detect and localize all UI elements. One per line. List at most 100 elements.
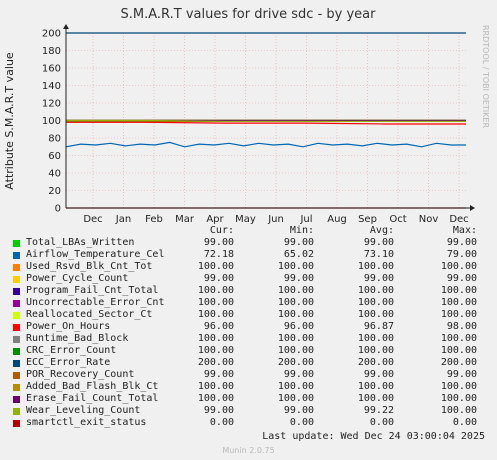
legend-swatch [13, 420, 20, 427]
y-tick-label: 100 [42, 116, 61, 127]
legend-series-name: Wear_Leveling_Count [26, 405, 141, 416]
series-lines [65, 32, 466, 209]
x-tick-label: Dec [83, 214, 102, 225]
legend-cur-value: 200.00 [197, 357, 234, 368]
legend-max-value: 99.00 [446, 369, 477, 380]
legend-avg-value: 73.10 [363, 249, 394, 260]
legend-cur-value: 100.00 [197, 393, 234, 404]
legend-avg-value: 100.00 [357, 393, 394, 404]
legend-min-value: 96.00 [283, 321, 314, 332]
series-line-power-on-hours [66, 121, 466, 125]
plot-frame [63, 24, 475, 211]
legend-avg-value: 100.00 [357, 345, 394, 356]
side-label: RRDTOOL / TOBI OETIKER [481, 25, 490, 128]
legend-series-name: Power_On_Hours [26, 321, 111, 332]
x-axis-arrow [470, 205, 475, 211]
legend-swatch [13, 348, 20, 355]
legend-cur-value: 96.00 [203, 321, 234, 332]
legend-cur-value: 99.00 [203, 273, 234, 284]
legend-swatch [13, 336, 20, 343]
legend-swatch [13, 360, 20, 367]
legend-max-value: 0.00 [452, 417, 477, 428]
legend-row: Airflow_Temperature_Cel 72.18 65.02 73.10 79… [0, 249, 497, 261]
legend-row: Used_Rsvd_Blk_Cnt_Tot 100.00 100.00 100.00 1… [0, 261, 497, 273]
legend-row: CRC_Error_Count 100.00 100.00 100.00 100.00 [0, 345, 497, 357]
y-ticks: 0 20 40 60 80 100 120 140 160 180 200 [42, 29, 61, 215]
legend-swatch [13, 288, 20, 295]
last-update: Last update: Wed Dec 24 03:00:04 2025 [262, 431, 485, 442]
legend-min-value: 0.00 [289, 417, 314, 428]
x-tick-label: Oct [389, 214, 406, 225]
legend-series-name: Airflow_Temperature_Cel [26, 249, 165, 260]
y-tick-label: 60 [48, 151, 61, 162]
legend-row: ECC_Error_Rate 200.00 200.00 200.00 200.00 [0, 357, 497, 369]
legend-header: Cur: Min: Avg: Max: [0, 225, 497, 237]
legend-row: Runtime_Bad_Block 100.00 100.00 100.00 100.0… [0, 333, 497, 345]
legend-row: smartctl_exit_status 0.00 0.00 0.00 0.00 [0, 417, 497, 429]
legend-avg-value: 100.00 [357, 333, 394, 344]
legend-swatch [13, 312, 20, 319]
legend-row: Reallocated_Sector_Ct 100.00 100.00 100.00 1… [0, 309, 497, 321]
legend-max-value: 100.00 [440, 405, 477, 416]
legend-cur-value: 100.00 [197, 285, 234, 296]
legend-max-value: 100.00 [440, 261, 477, 272]
legend-max-value: 79.00 [446, 249, 477, 260]
legend-row: Program_Fail_Cnt_Total 100.00 100.00 100.00… [0, 285, 497, 297]
legend-max-value: 100.00 [440, 381, 477, 392]
legend-cur-value: 99.00 [203, 369, 234, 380]
legend-cur-value: 100.00 [197, 381, 234, 392]
y-tick-label: 20 [48, 186, 61, 197]
legend-series-name: smartctl_exit_status [26, 417, 147, 428]
legend-avg-value: 100.00 [357, 261, 394, 272]
legend-swatch [13, 264, 20, 271]
series-line-wear-leveling-count [66, 119, 466, 123]
legend-avg-value: 99.00 [363, 273, 394, 284]
legend-row: Wear_Leveling_Count 99.00 99.00 99.22 100.00 [0, 405, 497, 417]
y-tick-label: 0 [55, 204, 61, 215]
legend-row: Power_Cycle_Count 99.00 99.00 99.00 99.00 [0, 273, 497, 285]
y-tick-label: 180 [42, 46, 61, 57]
legend-min-value: 65.02 [283, 249, 314, 260]
legend-min-value: 99.00 [283, 405, 314, 416]
legend-max-value: 200.00 [440, 357, 477, 368]
x-tick-label: Jun [267, 214, 284, 225]
legend-series-name: Reallocated_Sector_Ct [26, 309, 153, 320]
legend-avg-value: 200.00 [357, 357, 394, 368]
x-tick-label: Feb [145, 214, 163, 225]
legend-series-name: Power_Cycle_Count [26, 273, 129, 284]
legend-avg-value: 99.22 [363, 405, 394, 416]
x-tick-label: May [235, 214, 256, 225]
x-tick-label: Nov [419, 214, 439, 225]
legend-avg-value: 100.00 [357, 285, 394, 296]
x-tick-label: Jul [299, 214, 312, 225]
legend-min-value: 100.00 [277, 309, 314, 320]
legend-max-value: 100.00 [440, 297, 477, 308]
legend-min-value: 100.00 [277, 297, 314, 308]
legend-avg-value: 100.00 [357, 297, 394, 308]
legend-series-name: Uncorrectable_Error_Cnt [26, 297, 165, 308]
legend-cur-value: 100.00 [197, 261, 234, 272]
legend-min-value: 100.00 [277, 345, 314, 356]
legend-row: POR_Recovery_Count 99.00 99.00 99.00 99.00 [0, 369, 497, 381]
legend-swatch [13, 324, 20, 331]
header-min: Min: [289, 225, 314, 236]
legend-cur-value: 100.00 [197, 297, 234, 308]
legend-avg-value: 100.00 [357, 309, 394, 320]
series-line-airflow-temperature-cel [65, 141, 466, 148]
legend-min-value: 100.00 [277, 285, 314, 296]
x-tick-label: Aug [327, 214, 347, 225]
legend-cur-value: 99.00 [203, 237, 234, 248]
legend-avg-value: 0.00 [369, 417, 394, 428]
legend-min-value: 99.00 [283, 237, 314, 248]
legend-series-name: Total_LBAs_Written [26, 237, 135, 248]
legend-min-value: 100.00 [277, 261, 314, 272]
legend-swatch [13, 396, 20, 403]
legend-avg-value: 99.00 [363, 237, 394, 248]
legend-cur-value: 99.00 [203, 405, 234, 416]
legend-row: Added_Bad_Flash_Blk_Ct 100.00 100.00 100.00… [0, 381, 497, 393]
legend-min-value: 99.00 [283, 273, 314, 284]
legend-min-value: 200.00 [277, 357, 314, 368]
legend-series-name: Program_Fail_Cnt_Total [26, 285, 159, 296]
y-tick-label: 120 [42, 99, 61, 110]
legend-swatch [13, 240, 20, 247]
